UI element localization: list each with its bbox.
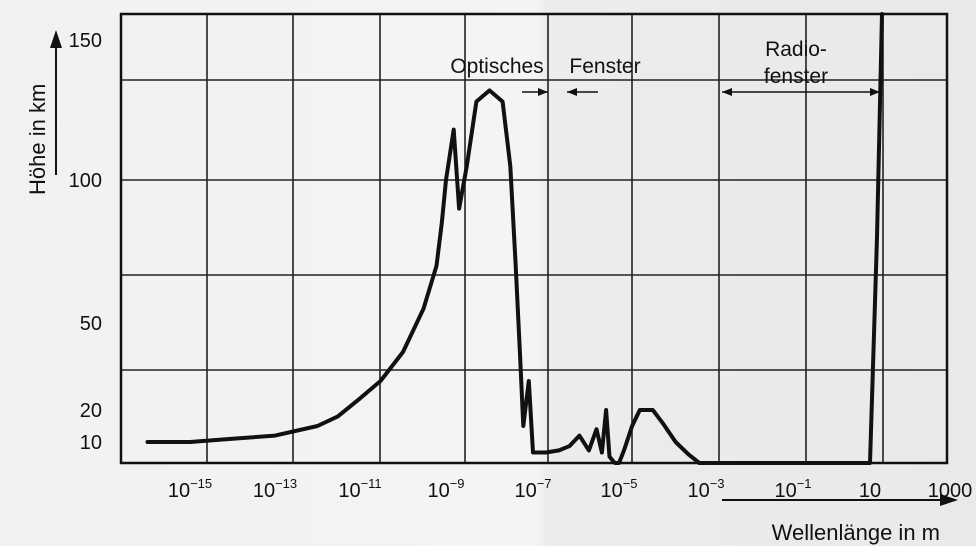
- window-arrow-head: [870, 88, 880, 96]
- window-annotations: Optisches Fenster Radio-fenster: [450, 38, 880, 96]
- y-tick-labels: 10 20 50 100 150: [69, 30, 102, 454]
- annotation-label: fenster: [764, 65, 828, 88]
- y-tick-label: 100: [69, 170, 102, 192]
- plot-frame: [119, 12, 949, 465]
- y-tick-label: 20: [80, 400, 102, 422]
- x-tick-label: 10−13: [253, 476, 297, 502]
- y-axis-label: Höhe in km: [25, 84, 50, 195]
- chart-grid: [121, 14, 947, 463]
- x-tick-labels: 10−15 10−13 10−11 10−9 10−7 10−5 10−3 10−1 10 100…: [168, 476, 972, 502]
- absorption-curve: [145, 12, 884, 465]
- annotation-label: Radio-: [765, 38, 827, 61]
- x-tick-label: 10−1: [774, 476, 811, 502]
- annotation-label: Optisches: [450, 55, 543, 78]
- annotation-label: Fenster: [569, 55, 640, 78]
- y-tick-label: 10: [80, 432, 102, 454]
- x-axis-arrow-head: [940, 494, 958, 506]
- y-tick-label: 150: [69, 30, 102, 52]
- x-tick-label: 10−11: [338, 476, 381, 502]
- x-tick-label: 10−5: [600, 476, 637, 502]
- x-tick-label: 10−15: [168, 476, 212, 502]
- x-axis-label: Wellenlänge in m: [772, 520, 940, 545]
- x-tick-label: 10−9: [427, 476, 464, 502]
- y-tick-label: 50: [80, 313, 102, 335]
- optical-arrow-right-head: [567, 88, 577, 96]
- x-tick-label: 10−3: [687, 476, 724, 502]
- window-arrow-head: [722, 88, 732, 96]
- x-tick-label: 10: [859, 480, 881, 502]
- y-axis-arrow-head: [50, 30, 62, 48]
- optical-arrow-left-head: [538, 88, 548, 96]
- x-tick-label: 1000: [928, 480, 973, 502]
- x-tick-label: 10−7: [514, 476, 551, 502]
